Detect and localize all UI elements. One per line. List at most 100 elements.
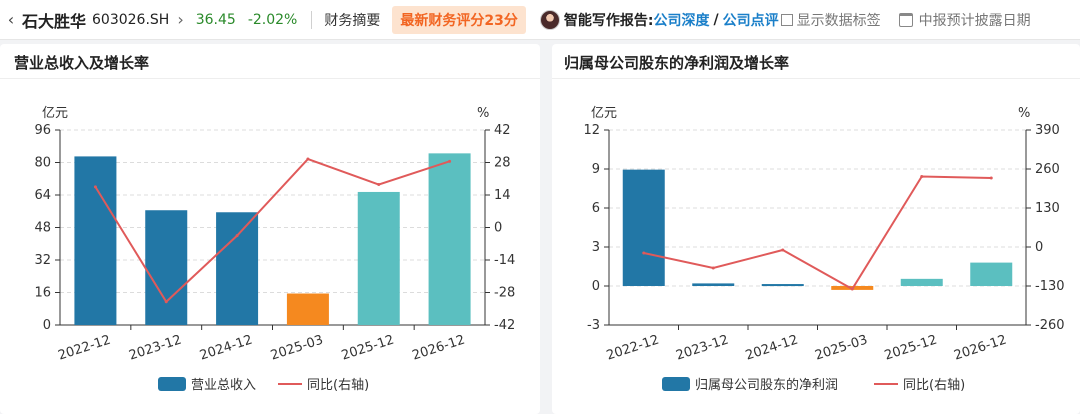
bar [357, 191, 400, 325]
profit-panel: 归属母公司股东的净利润及增长率 -3 0 3 6 9 12 -260 -130 0 130 260 3… [552, 44, 1080, 414]
legend-label: 营业总收入 [191, 378, 256, 393]
x-tick-label: 2026-12 [411, 333, 467, 364]
top-bar: ‹ 石大胜华 603026.SH › 36.45 -2.02% 财务摘要 最新财… [0, 0, 1080, 40]
line-point [235, 234, 239, 238]
y-tick-label: 0 [43, 318, 51, 333]
chevron-right-icon[interactable]: › [177, 10, 184, 29]
y2-tick-label: -14 [494, 253, 515, 268]
y-tick-label: 12 [583, 123, 600, 138]
y-tick-label: 96 [34, 123, 51, 138]
revenue-chart: 0 16 32 48 64 80 96 -42 -28 -14 0 14 28 42 亿元 % 2022-12 2… [34, 106, 515, 393]
bar [286, 293, 329, 325]
y-tick-label: 48 [34, 221, 51, 236]
x-tick-label: 2026-12 [952, 333, 1008, 364]
revenue-chart-title: 营业总收入及增长率 [14, 54, 150, 72]
y2-tick-label: -42 [494, 318, 515, 333]
divider [311, 10, 313, 29]
line-point [711, 266, 715, 270]
y-tick-label: 3 [592, 240, 600, 255]
x-tick-label: 2025-12 [883, 333, 939, 364]
revenue-panel: 营业总收入及增长率 0 16 32 48 64 80 96 -42 -28 -14 0 14 28 42 亿… [0, 44, 540, 414]
y2-tick-label: 0 [494, 221, 502, 236]
line-point [781, 248, 785, 252]
y2-tick-label: 42 [494, 123, 511, 138]
x-tick-label: 2025-03 [813, 333, 869, 364]
x-tick-label: 2022-12 [56, 333, 112, 364]
report-separator: / [713, 11, 719, 28]
legend-label: 同比(右轴) [903, 378, 965, 393]
y2-tick-label: -28 [494, 286, 515, 301]
bar [970, 262, 1013, 286]
x-tick-label: 2025-03 [269, 333, 325, 364]
y2-tick-label: 260 [1035, 162, 1060, 177]
legend-bar-swatch [158, 377, 186, 391]
legend-label: 归属母公司股东的净利润 [695, 377, 838, 393]
y2-tick-label: 14 [494, 188, 511, 203]
bar [74, 156, 117, 325]
x-tick-label: 2023-12 [674, 333, 730, 364]
y-unit-label: 亿元 [591, 106, 617, 121]
panel-divider [552, 78, 1080, 79]
report-link-deep[interactable]: 公司深度 [653, 12, 710, 29]
stock-name: 石大胜华 [22, 11, 87, 31]
bar [900, 278, 943, 286]
yoy-line [94, 157, 450, 304]
y2-tick-label: 28 [494, 156, 511, 171]
avatar [539, 9, 560, 30]
report-label: 智能写作报告: [563, 12, 654, 29]
price-change: -2.02% [247, 11, 298, 28]
y-tick-label: 9 [592, 162, 600, 177]
legend-bar-swatch [662, 377, 690, 391]
y2-tick-label: 130 [1035, 201, 1060, 216]
bar [692, 283, 735, 286]
line-point [164, 300, 168, 304]
y-tick-label: 80 [34, 156, 51, 171]
score-badge[interactable]: 最新财务评分23分 [392, 5, 526, 34]
y-tick-label: 32 [34, 253, 51, 268]
show-labels-checkbox[interactable] [780, 13, 793, 26]
bar [216, 212, 259, 325]
yoy-line [643, 175, 992, 291]
calendar-icon [898, 12, 913, 27]
y-tick-label: 0 [592, 279, 600, 294]
show-labels-label[interactable]: 显示数据标签 [796, 12, 881, 29]
bar [622, 169, 665, 286]
x-tick-label: 2022-12 [605, 333, 661, 364]
bar [145, 210, 188, 325]
line-point [448, 159, 452, 163]
stock-code: 603026.SH [92, 11, 170, 28]
line-point [306, 157, 310, 161]
y2-tick-label: 390 [1035, 123, 1060, 138]
y2-tick-label: -260 [1035, 318, 1065, 333]
y-tick-label: 16 [34, 286, 51, 301]
y-unit-label: 亿元 [42, 106, 68, 121]
line-point [920, 175, 924, 178]
tab-financial-summary[interactable]: 财务摘要 [324, 12, 381, 29]
bar [761, 284, 804, 287]
x-tick-label: 2025-12 [340, 333, 396, 364]
x-tick-label: 2023-12 [127, 333, 183, 364]
profit-chart: -3 0 3 6 9 12 -260 -130 0 130 260 390 亿元 % 2022-12 2023… [583, 106, 1065, 393]
panel-divider [0, 78, 540, 79]
y-tick-label: 64 [34, 188, 51, 203]
line-point [93, 185, 97, 189]
profit-chart-title: 归属母公司股东的净利润及增长率 [564, 54, 790, 72]
y2-tick-label: -130 [1035, 279, 1065, 294]
x-tick-label: 2024-12 [198, 333, 254, 364]
y2-unit-label: % [1018, 106, 1030, 121]
y2-unit-label: % [477, 106, 489, 121]
y-tick-label: 6 [592, 201, 600, 216]
legend-label: 同比(右轴) [307, 378, 369, 393]
bar [428, 153, 471, 325]
line-point [377, 183, 381, 187]
x-tick-label: 2024-12 [744, 333, 800, 364]
line-point [850, 287, 854, 291]
line-point [989, 176, 993, 180]
y2-tick-label: 0 [1035, 240, 1043, 255]
chevron-left-icon[interactable]: ‹ [7, 10, 15, 29]
stock-price: 36.45 [195, 11, 236, 28]
report-link-review[interactable]: 公司点评 [722, 12, 779, 29]
y-tick-label: -3 [587, 318, 600, 333]
calendar-label[interactable]: 中报预计披露日期 [918, 12, 1031, 29]
line-point [642, 251, 646, 255]
